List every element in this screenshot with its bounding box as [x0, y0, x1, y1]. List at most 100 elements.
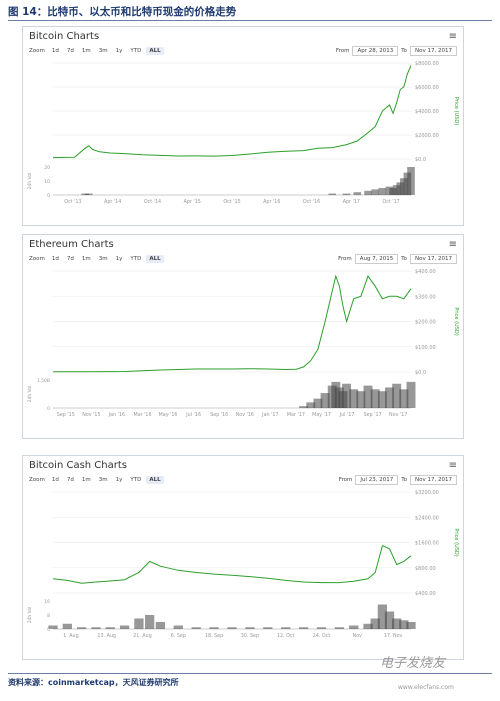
zoom-label: Zoom [29, 477, 45, 483]
volume-bar [328, 193, 337, 195]
chart-panel-1: Bitcoin Charts ≡ Zoom 1d 7d 1m 3m 1y YTD ALL From A… [22, 26, 464, 226]
x-tick-label: Jan '17 [261, 412, 278, 418]
volume-bar [392, 383, 402, 408]
volume-tick-label: 16 [44, 599, 50, 605]
y-tick-label: $1600.00 [415, 541, 439, 547]
zoom-button-1d[interactable]: 1d [51, 48, 59, 54]
volume-bar [119, 625, 130, 629]
volume-axis-label: 24h Vol [27, 173, 33, 190]
hamburger-menu-icon[interactable]: ≡ [448, 460, 457, 471]
from-date-input[interactable]: Aug 7, 2015 [354, 254, 399, 264]
zoom-button-ytd[interactable]: YTD [130, 477, 142, 483]
volume-bar [363, 385, 373, 408]
from-date-input[interactable]: Apr 28, 2013 [352, 46, 399, 56]
x-tick-label: Apr '15 [184, 199, 201, 205]
figure-title: 图 14：比特币、以太币和比特币现金的价格走势 [8, 6, 237, 18]
zoom-bar: Zoom 1d 7d 1m 3m 1y YTD ALL [29, 476, 164, 484]
watermark: 电子发烧友 [380, 656, 446, 671]
zoom-button-7d[interactable]: 7d [66, 477, 74, 483]
x-tick-label: 17. Nov [384, 633, 403, 639]
from-label: From [335, 48, 350, 54]
x-tick-label: Sep '15 [57, 412, 75, 418]
zoom-button-1m[interactable]: 1m [81, 256, 91, 262]
to-date-input[interactable]: Nov 17, 2017 [410, 46, 457, 56]
zoom-button-all[interactable]: ALL [146, 47, 164, 55]
to-date-input[interactable]: Nov 17, 2017 [410, 254, 457, 264]
x-tick-label: May '16 [159, 412, 178, 418]
volume-bar [299, 406, 309, 408]
zoom-button-3m[interactable]: 3m [98, 48, 108, 54]
volume-bar [407, 167, 415, 195]
zoom-button-3m[interactable]: 3m [98, 477, 108, 483]
y-tick-label: $100.00 [415, 345, 436, 351]
volume-bar [320, 393, 330, 408]
volume-bar [364, 190, 372, 195]
x-tick-label: Nov [353, 633, 363, 639]
to-date-input[interactable]: Nov 17, 2017 [410, 475, 457, 485]
zoom-button-7d[interactable]: 7d [66, 256, 74, 262]
from-label: From [338, 256, 352, 262]
x-tick-label: Sep '16 [210, 412, 228, 418]
from-date-input[interactable]: Jul 23, 2017 [355, 475, 399, 485]
y-tick-label: $2000.00 [415, 133, 439, 139]
x-tick-label: 30. Sep [241, 633, 259, 639]
y-tick-label: $800.00 [415, 566, 436, 572]
zoom-button-1d[interactable]: 1d [51, 256, 59, 262]
volume-bar [378, 188, 387, 195]
x-tick-label: 18. Sep [205, 633, 223, 639]
y-tick-label: $0.0 [415, 370, 426, 376]
y-axis-label: Price (USD) [453, 307, 459, 335]
volume-bar [76, 627, 87, 629]
volume-bar [363, 623, 373, 629]
zoom-button-7d[interactable]: 7d [66, 48, 74, 54]
volume-tick-label: 0 [47, 193, 50, 199]
x-tick-label: Nov '15 [82, 412, 100, 418]
zoom-button-1y[interactable]: 1y [115, 256, 123, 262]
zoom-button-1y[interactable]: 1y [115, 48, 123, 54]
volume-tick-label: 8 [47, 613, 50, 619]
zoom-button-ytd[interactable]: YTD [130, 256, 142, 262]
zoom-button-1m[interactable]: 1m [81, 477, 91, 483]
zoom-button-ytd[interactable]: YTD [130, 48, 142, 54]
x-tick-label: May '17 [312, 412, 331, 418]
volume-bar [263, 627, 273, 629]
volume-bar [85, 193, 93, 195]
volume-tick-label: 10 [44, 179, 50, 185]
to-label: To [401, 256, 408, 262]
chart-title: Ethereum Charts [29, 239, 114, 250]
volume-tick-label: 20 [44, 165, 50, 171]
x-tick-label: 1. Aug [63, 633, 78, 639]
to-label: To [401, 48, 408, 54]
chart-svg: $0.0 $100.00 $200.00 $300.00 $400.00 Price (U… [27, 269, 459, 418]
chart-svg: $400.00 $800.00 $1600.00 $2400.00 $3200.00 Pr… [27, 490, 459, 639]
source-note: 资料来源：coinmarketcap，天风证券研究所 [8, 678, 179, 687]
date-range: From Apr 28, 2013 To Nov 17, 2017 [336, 46, 457, 56]
y-tick-label: $0.0 [415, 157, 426, 163]
volume-bar [406, 381, 416, 408]
volume-tick-label: 0 [47, 627, 50, 633]
chart-panel-3: Bitcoin Cash Charts ≡ Zoom 1d 7d 1m 3m 1y YTD ALL… [22, 455, 464, 660]
hamburger-menu-icon[interactable]: ≡ [448, 31, 457, 42]
zoom-button-1d[interactable]: 1d [51, 477, 59, 483]
x-tick-label: Oct '14 [144, 199, 161, 205]
volume-bar [191, 627, 201, 629]
y-tick-label: $4000.00 [415, 109, 439, 115]
zoom-button-1m[interactable]: 1m [81, 48, 91, 54]
y-tick-label: $200.00 [415, 320, 436, 326]
zoom-button-all[interactable]: ALL [146, 476, 164, 484]
x-tick-label: Mar '16 [134, 412, 152, 418]
x-tick-label: 6. Sep [171, 633, 186, 639]
volume-bar [377, 391, 387, 408]
volume-bar [155, 622, 166, 629]
x-tick-label: Nov '16 [236, 412, 254, 418]
zoom-button-all[interactable]: ALL [146, 255, 164, 263]
zoom-button-1y[interactable]: 1y [115, 477, 123, 483]
zoom-label: Zoom [29, 256, 45, 262]
y-tick-label: $400.00 [415, 269, 436, 275]
x-tick-label: 13. Aug [97, 633, 116, 639]
y-axis-label: Price (USD) [453, 97, 459, 125]
volume-bar [48, 625, 58, 629]
hamburger-menu-icon[interactable]: ≡ [448, 239, 457, 250]
zoom-button-3m[interactable]: 3m [98, 256, 108, 262]
volume-bar [370, 618, 380, 629]
